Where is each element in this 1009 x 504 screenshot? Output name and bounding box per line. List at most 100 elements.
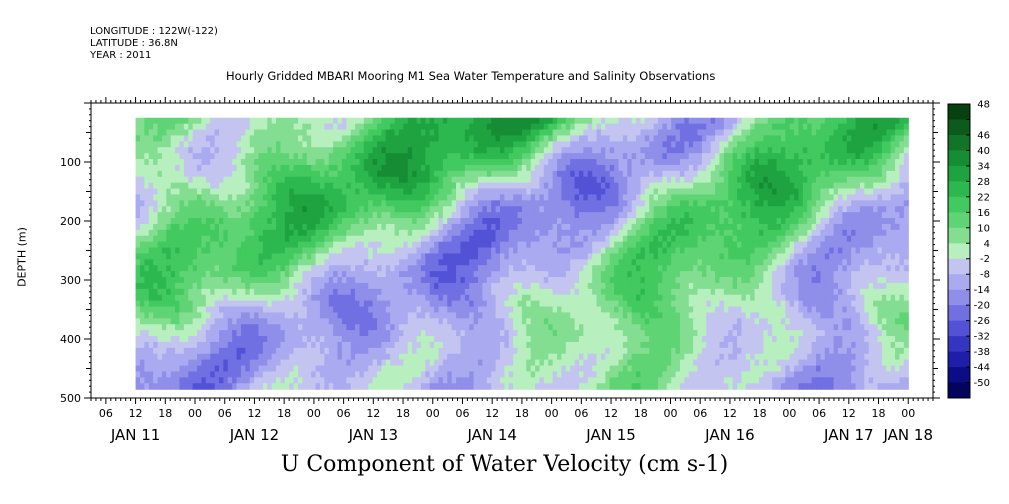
heatmap-cell: [662, 117, 668, 125]
heatmap-cell: [859, 141, 865, 148]
heatmap-cell: [442, 194, 448, 201]
heatmap-cell: [293, 277, 299, 284]
heatmap-cell: [188, 277, 194, 284]
heatmap-cell: [161, 117, 167, 125]
heatmap-cell: [429, 159, 435, 166]
heatmap-cell: [434, 247, 440, 255]
heatmap-cell: [750, 271, 756, 278]
heatmap-cell: [552, 241, 558, 249]
heatmap-cell: [298, 271, 303, 278]
heatmap-cell: [701, 194, 707, 201]
heatmap-cell: [710, 229, 716, 237]
heatmap-cell: [609, 164, 615, 172]
heatmap-cell: [662, 135, 668, 142]
heatmap-cell: [767, 135, 773, 142]
heatmap-cell: [873, 247, 879, 255]
heatmap-cell: [227, 247, 233, 255]
heatmap-cell: [197, 282, 203, 290]
heatmap-cell: [780, 247, 786, 255]
heatmap-cell: [802, 135, 808, 142]
heatmap-cell: [355, 235, 361, 243]
heatmap-cell: [350, 200, 356, 207]
heatmap-cell: [662, 129, 668, 137]
heatmap-cell: [636, 135, 642, 142]
heatmap-cell: [249, 235, 255, 243]
heatmap-cell: [425, 247, 431, 255]
heatmap-cell: [508, 176, 514, 184]
heatmap-cell: [293, 247, 299, 255]
heatmap-cell: [478, 235, 483, 243]
heatmap-cell: [416, 277, 422, 284]
heatmap-cell: [227, 194, 233, 201]
heatmap-cell: [377, 206, 383, 213]
heatmap-cell: [662, 123, 668, 131]
heatmap-cell: [438, 206, 444, 213]
heatmap-cell: [671, 265, 677, 272]
heatmap-cell: [284, 117, 290, 125]
heatmap-cell: [451, 241, 457, 249]
heatmap-cell: [824, 212, 830, 219]
heatmap-cell: [447, 135, 453, 142]
heatmap-cell: [517, 159, 523, 166]
heatmap-cell: [390, 247, 396, 255]
heatmap-cell: [649, 135, 655, 142]
heatmap-cell: [622, 247, 628, 255]
heatmap-cell: [899, 271, 905, 278]
heatmap-cell: [631, 117, 637, 125]
heatmap-cell: [732, 123, 738, 131]
heatmap-cell: [728, 223, 734, 231]
heatmap-cell: [517, 212, 523, 219]
heatmap-cell: [737, 271, 743, 278]
heatmap-cell: [473, 212, 479, 219]
heatmap-cell: [218, 282, 224, 290]
heatmap-cell: [662, 241, 668, 249]
heatmap-cell: [557, 241, 563, 249]
heatmap-cell: [218, 159, 224, 166]
heatmap-cell: [684, 223, 690, 231]
heatmap-cell: [197, 265, 203, 272]
heatmap-cell: [829, 277, 835, 284]
heatmap-cell: [236, 164, 242, 172]
heatmap-cell: [868, 229, 874, 237]
heatmap-cell: [794, 247, 800, 255]
heatmap-cell: [543, 159, 549, 166]
heatmap-cell: [802, 229, 808, 237]
heatmap-cell: [311, 117, 317, 125]
heatmap-cell: [688, 117, 694, 125]
heatmap-cell: [675, 271, 681, 278]
heatmap-cell: [333, 182, 339, 190]
heatmap-cell: [144, 265, 150, 272]
heatmap-cell: [390, 206, 396, 213]
heatmap-cell: [284, 200, 290, 207]
heatmap-cell: [618, 147, 624, 154]
heatmap-cell: [763, 159, 769, 166]
heatmap-cell: [873, 164, 879, 172]
heatmap-cell: [816, 170, 822, 178]
heatmap-cell: [833, 141, 839, 148]
heatmap-cell: [315, 170, 321, 178]
heatmap-cell: [218, 247, 224, 255]
heatmap-cell: [394, 271, 400, 278]
heatmap-cell: [535, 241, 541, 249]
heatmap-cell: [284, 212, 290, 219]
heatmap-cell: [710, 265, 716, 272]
heatmap-cell: [776, 182, 782, 190]
heatmap-cell: [565, 182, 571, 190]
heatmap-cell: [741, 176, 747, 184]
heatmap-cell: [319, 259, 325, 266]
heatmap-cell: [653, 259, 659, 266]
heatmap-cell: [851, 135, 857, 142]
heatmap-cell: [227, 117, 233, 125]
heatmap-cell: [438, 229, 444, 237]
heatmap-cell: [205, 259, 211, 266]
heatmap-cell: [521, 159, 527, 166]
heatmap-cell: [723, 235, 729, 243]
heatmap-cell: [240, 153, 246, 160]
heatmap-cell: [758, 164, 764, 172]
heatmap-cell: [824, 229, 830, 237]
heatmap-cell: [289, 129, 295, 137]
heatmap-cell: [895, 235, 901, 243]
heatmap-cell: [442, 277, 448, 284]
heatmap-cell: [899, 159, 905, 166]
heatmap-cell: [824, 241, 830, 249]
